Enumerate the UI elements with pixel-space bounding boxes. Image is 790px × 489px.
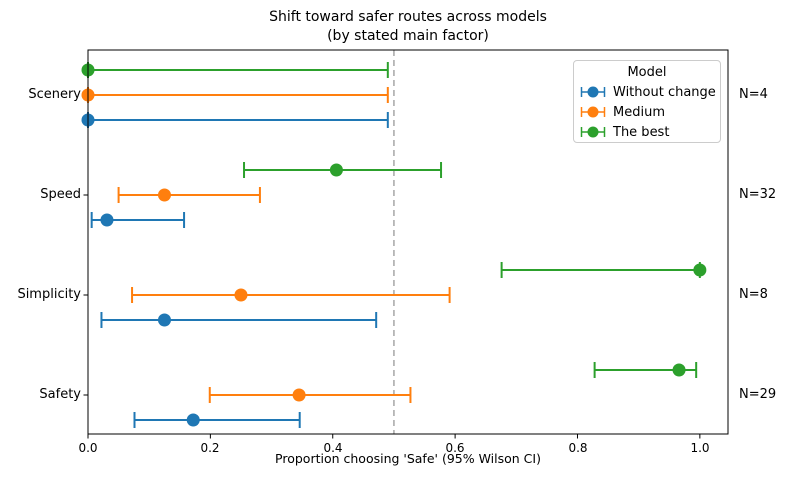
data-point xyxy=(234,288,248,302)
axes-frame xyxy=(87,49,729,435)
x-axis-label: Proportion choosing 'Safe' (95% Wilson C… xyxy=(275,451,541,466)
n-count-simplicity: N=8 xyxy=(739,287,768,302)
legend-item-without-change: Without change xyxy=(580,82,716,102)
x-tick-label-4: 0.8 xyxy=(568,441,588,455)
y-tick-label-scenery: Scenery xyxy=(28,87,81,102)
errorbar-dot-icon xyxy=(580,126,606,138)
chart-title-line2: (by stated main factor) xyxy=(327,28,489,44)
legend-item-label: Without change xyxy=(613,84,716,100)
x-tick-label-2: 0.4 xyxy=(323,441,343,455)
n-count-speed: N=32 xyxy=(739,187,777,202)
data-point xyxy=(693,263,707,277)
data-point xyxy=(329,163,343,177)
chart-title-line1: Shift toward safer routes across models xyxy=(269,9,547,25)
x-tick-label-1: 0.2 xyxy=(200,441,220,455)
legend-item-label: Medium xyxy=(613,104,665,120)
legend-title: Model xyxy=(627,65,667,80)
n-count-scenery: N=4 xyxy=(739,87,768,102)
legend-item-label: The best xyxy=(613,124,670,140)
legend-item-medium: Medium xyxy=(580,102,714,122)
x-tick-label-5: 1.0 xyxy=(690,441,710,455)
n-count-safety: N=29 xyxy=(739,387,777,402)
errorbar-dot-icon xyxy=(580,86,606,98)
legend-item-the-best: The best xyxy=(580,122,714,142)
data-point xyxy=(672,363,686,377)
x-tick-label-3: 0.6 xyxy=(445,441,465,455)
y-tick-label-simplicity: Simplicity xyxy=(17,287,81,302)
data-point xyxy=(157,188,171,202)
data-point xyxy=(157,313,171,327)
data-point xyxy=(292,388,306,402)
legend-box: Model Without change Medium xyxy=(573,60,721,143)
data-point xyxy=(186,413,200,427)
x-tick-label-0: 0.0 xyxy=(78,441,98,455)
errorbar-dot-icon xyxy=(580,106,606,118)
y-tick-label-safety: Safety xyxy=(39,387,81,402)
data-point xyxy=(100,213,114,227)
y-tick-label-speed: Speed xyxy=(40,187,81,202)
